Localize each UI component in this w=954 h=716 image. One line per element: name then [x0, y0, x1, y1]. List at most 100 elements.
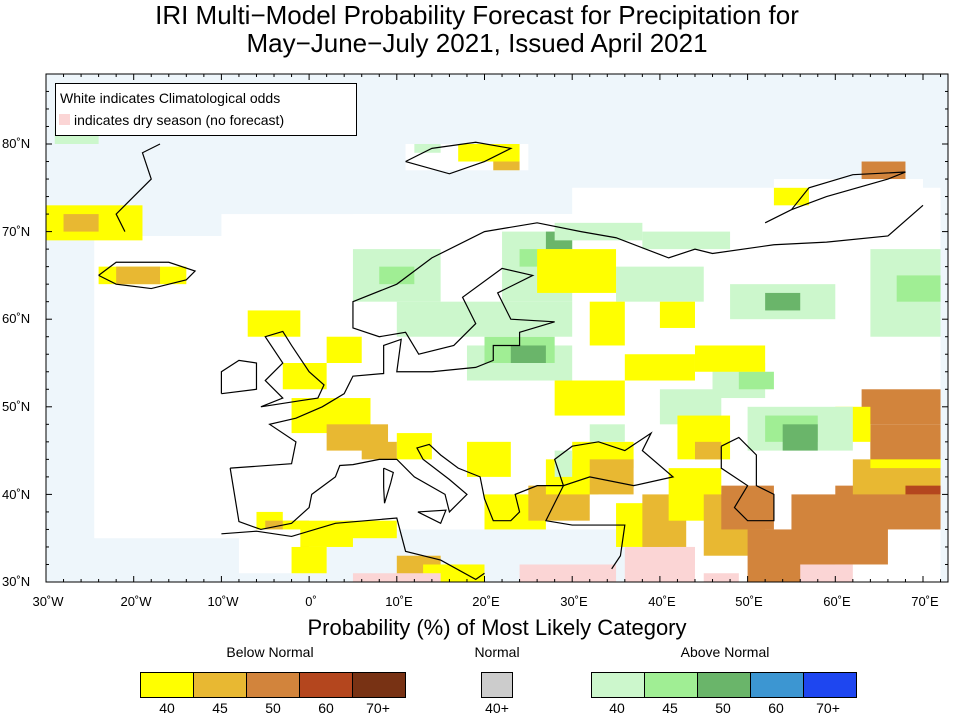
- colorbar-swatch: [645, 673, 698, 697]
- forecast-cell: [694, 441, 722, 460]
- below-tick-70plus: 70+: [366, 700, 390, 716]
- coastline: [221, 517, 485, 581]
- normal-label: Normal: [474, 644, 520, 660]
- coastline: [220, 359, 258, 395]
- x-tick-30w: 30˚W: [32, 594, 64, 609]
- forecast-cell: [379, 266, 415, 285]
- x-tick-70e: 70˚E: [911, 594, 939, 609]
- colorbar-swatch: [804, 673, 856, 697]
- forecast-cell: [668, 546, 695, 565]
- x-tick-30e: 30˚E: [560, 594, 588, 609]
- forecast-cell: [396, 301, 573, 337]
- forecast-cell: [326, 336, 362, 363]
- forecast-cell: [861, 389, 941, 425]
- map-title-line1: IRI Multi−Model Probability Forecast for…: [155, 0, 799, 30]
- coastline: [720, 436, 775, 522]
- map-legend-box: White indicates Climatological odds indi…: [55, 83, 357, 136]
- below-tick-60: 60: [318, 700, 334, 716]
- forecast-cell: [616, 266, 704, 302]
- forecast-cell: [765, 292, 801, 311]
- forecast-cell: [493, 161, 520, 171]
- map-title-line2: May−June−July 2021, Issued April 2021: [246, 28, 708, 58]
- coastline: [580, 204, 924, 259]
- below-normal-colorbar: [140, 672, 406, 698]
- forecast-cell: [63, 214, 99, 232]
- coastline: [405, 141, 513, 175]
- x-tick-10w: 10˚W: [207, 594, 239, 609]
- forecast-cell: [659, 301, 695, 328]
- plot-border: [45, 73, 949, 583]
- forecast-cell: [589, 459, 634, 495]
- forecast-cell: [589, 301, 625, 346]
- colorbar-swatch: [247, 673, 300, 697]
- forecast-cell: [624, 354, 695, 381]
- coastline: [115, 143, 161, 232]
- forecast-cell: [896, 275, 941, 302]
- above-tick-70plus: 70+: [816, 700, 840, 716]
- forecast-cell: [589, 424, 625, 442]
- x-tick-0: 0˚: [305, 594, 317, 609]
- forecast-cell: [861, 161, 906, 180]
- above-normal-label: Above Normal: [680, 644, 770, 660]
- forecast-cell: [703, 573, 739, 582]
- coastline: [417, 509, 447, 525]
- below-tick-50: 50: [265, 700, 281, 716]
- above-normal-colorbar: [591, 672, 857, 698]
- coastline: [230, 222, 582, 469]
- colorbar-swatch: [141, 673, 194, 697]
- below-tick-45: 45: [212, 700, 228, 716]
- y-tick-80n: 80˚N: [2, 136, 31, 151]
- forecast-cell: [554, 380, 625, 416]
- forecast-cell: [361, 441, 397, 460]
- x-tick-50e: 50˚E: [735, 594, 763, 609]
- normal-colorbar: [481, 672, 513, 698]
- x-tick-20e: 20˚E: [472, 594, 500, 609]
- dry-season-swatch: [59, 114, 70, 125]
- coastline: [229, 431, 675, 570]
- forecast-cell: [554, 450, 573, 477]
- forecast-cell: [291, 546, 327, 574]
- coastline: [383, 467, 394, 504]
- forecast-cell: [466, 441, 511, 477]
- forecast-cell: [458, 144, 520, 162]
- forecast-cell: [554, 222, 643, 241]
- coastlines: [98, 141, 924, 581]
- coastline: [98, 261, 197, 290]
- forecast-cell: [510, 345, 546, 363]
- map-frame: [45, 73, 949, 583]
- colorbar-swatch: [698, 673, 751, 697]
- forecast-cell: [537, 249, 617, 293]
- forecast-cell: [905, 485, 941, 495]
- below-tick-40: 40: [159, 700, 175, 716]
- normal-tick-40plus: 40+: [485, 700, 509, 716]
- coastline: [260, 330, 325, 408]
- colorbar-swatch: [300, 673, 353, 697]
- x-tick-40e: 40˚E: [648, 594, 676, 609]
- forecast-cells: [46, 74, 948, 582]
- y-tick-40n: 40˚N: [2, 487, 31, 502]
- above-tick-50: 50: [715, 700, 731, 716]
- coastline: [764, 171, 906, 224]
- colorbar-swatch: [482, 673, 512, 697]
- x-tick-60e: 60˚E: [823, 594, 851, 609]
- colorbar-swatch: [751, 673, 804, 697]
- above-tick-45: 45: [662, 700, 678, 716]
- forecast-cell: [247, 310, 301, 337]
- below-normal-label: Below Normal: [226, 644, 314, 660]
- dry-season-note: indicates dry season (no forecast): [74, 112, 285, 128]
- forecast-cell: [773, 187, 809, 206]
- forecast-cell: [721, 485, 774, 530]
- forecast-cell: [396, 433, 432, 460]
- x-tick-10e: 10˚E: [385, 594, 413, 609]
- y-tick-60n: 60˚N: [2, 311, 31, 326]
- forecast-cell: [800, 564, 853, 582]
- forecast-cell: [116, 266, 161, 285]
- forecast-cell: [694, 345, 766, 372]
- y-tick-30n: 30˚N: [2, 574, 31, 589]
- above-tick-40: 40: [609, 700, 625, 716]
- forecast-cell: [782, 424, 818, 451]
- y-tick-50n: 50˚N: [2, 399, 31, 414]
- colorbar-title: Probability (%) of Most Likely Category: [307, 615, 687, 640]
- forecast-cell: [282, 363, 327, 390]
